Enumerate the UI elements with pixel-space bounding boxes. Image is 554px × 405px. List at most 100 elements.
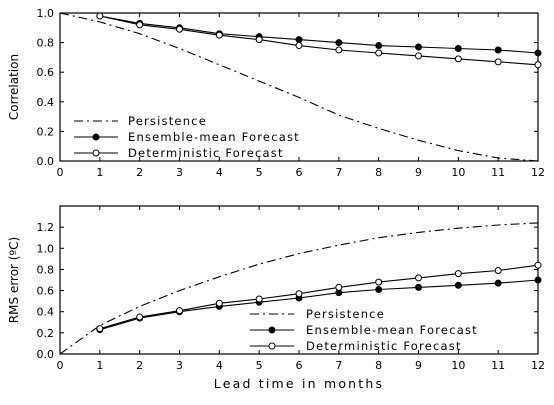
data-point bbox=[415, 283, 422, 291]
data-point bbox=[494, 46, 502, 54]
data-point bbox=[215, 299, 223, 307]
y-tick-label: 0.0 bbox=[37, 155, 55, 168]
x-tick-label: 1 bbox=[96, 166, 103, 179]
data-point bbox=[494, 279, 502, 287]
y-tick-label: 0.2 bbox=[37, 327, 55, 340]
series-line bbox=[99, 15, 539, 54]
data-point bbox=[454, 45, 462, 53]
series-persistence bbox=[59, 12, 539, 162]
data-point bbox=[295, 36, 303, 44]
data-point bbox=[136, 21, 144, 29]
x-tick-label: 11 bbox=[491, 359, 505, 372]
y-axis-title: Correlation bbox=[7, 54, 21, 120]
x-tick-label: 3 bbox=[176, 359, 183, 372]
x-tick-label: 0 bbox=[57, 359, 64, 372]
legend-marker bbox=[268, 326, 276, 334]
x-tick-label: 8 bbox=[375, 166, 382, 179]
data-point bbox=[335, 283, 343, 291]
series-line bbox=[99, 279, 539, 331]
data-point bbox=[415, 43, 422, 51]
data-point bbox=[415, 274, 422, 282]
data-point bbox=[534, 261, 542, 269]
data-point bbox=[136, 313, 144, 321]
data-point bbox=[415, 52, 422, 60]
data-point bbox=[176, 307, 183, 315]
correlation-panel: 0 1 2 3 4 5 6 7 8 9 10 11 120.00.20.40.60.81.0Correl… bbox=[7, 7, 545, 179]
data-point bbox=[335, 46, 343, 54]
legend-label: Ensemble-mean Forecast bbox=[128, 130, 300, 144]
series-line bbox=[59, 222, 539, 355]
legend-label: Deterministic Forecast bbox=[128, 146, 284, 160]
data-point bbox=[295, 290, 303, 298]
y-tick-label: 1.2 bbox=[37, 221, 55, 234]
x-tick-label: 1 bbox=[96, 359, 103, 372]
y-tick-label: 1.0 bbox=[37, 7, 55, 20]
x-tick-label: 6 bbox=[296, 166, 303, 179]
y-tick-label: 0.4 bbox=[37, 306, 55, 319]
x-tick-label: 7 bbox=[335, 359, 342, 372]
x-tick-label: 11 bbox=[491, 166, 505, 179]
series-line bbox=[99, 264, 539, 330]
series-persistence bbox=[59, 222, 539, 355]
data-point bbox=[295, 42, 303, 50]
legend-marker bbox=[92, 133, 100, 141]
series-line bbox=[99, 15, 539, 66]
data-point bbox=[255, 295, 263, 303]
x-tick-label: 5 bbox=[256, 359, 263, 372]
data-point bbox=[494, 266, 502, 274]
x-tick-label: 3 bbox=[176, 166, 183, 179]
rms-error-panel: 0 1 2 3 4 5 6 7 8 9 10 11 120.00.20.40.60.81.01.2RMS… bbox=[7, 205, 545, 391]
data-point bbox=[454, 281, 462, 289]
series-line bbox=[59, 12, 539, 162]
series-deterministic-forecast bbox=[96, 12, 542, 69]
series-deterministic-forecast bbox=[96, 261, 542, 333]
x-tick-label: 9 bbox=[415, 166, 422, 179]
x-tick-label: 12 bbox=[531, 359, 545, 372]
data-point bbox=[375, 286, 383, 294]
y-tick-label: 0.4 bbox=[37, 96, 55, 109]
series-ensemble-mean-forecast bbox=[96, 12, 542, 57]
x-tick-label: 4 bbox=[216, 166, 223, 179]
data-point bbox=[534, 49, 542, 57]
y-tick-label: 0.0 bbox=[37, 348, 55, 361]
y-tick-label: 0.6 bbox=[37, 285, 55, 298]
y-tick-label: 0.6 bbox=[37, 66, 55, 79]
legend-label: Persistence bbox=[128, 114, 207, 128]
data-point bbox=[215, 31, 223, 39]
legend: Persistence Ensemble-mean Forecast Determi… bbox=[250, 307, 478, 353]
legend-marker bbox=[92, 149, 100, 157]
data-point bbox=[454, 55, 462, 63]
data-point bbox=[96, 325, 104, 333]
data-point bbox=[255, 36, 263, 44]
legend-label: Ensemble-mean Forecast bbox=[306, 323, 478, 337]
legend-marker bbox=[268, 342, 276, 350]
data-point bbox=[534, 61, 542, 69]
x-tick-label: 5 bbox=[256, 166, 263, 179]
x-tick-label: 4 bbox=[216, 359, 223, 372]
x-axis-title: Lead time in months bbox=[214, 376, 384, 391]
x-tick-label: 2 bbox=[136, 166, 143, 179]
x-tick-label: 8 bbox=[375, 359, 382, 372]
x-tick-label: 9 bbox=[415, 359, 422, 372]
legend-label: Persistence bbox=[306, 307, 385, 321]
y-tick-label: 1.0 bbox=[37, 242, 55, 255]
data-point bbox=[176, 25, 183, 33]
y-tick-label: 0.2 bbox=[37, 125, 55, 138]
data-point bbox=[494, 58, 502, 66]
data-point bbox=[534, 276, 542, 284]
legend-label: Deterministic Forecast bbox=[306, 339, 462, 353]
legend: Persistence Ensemble-mean Forecast Determi… bbox=[74, 114, 300, 160]
data-point bbox=[375, 49, 383, 57]
data-point bbox=[335, 39, 343, 47]
x-tick-label: 10 bbox=[451, 359, 465, 372]
y-axis-title: RMS error (ºC) bbox=[7, 237, 21, 323]
x-tick-label: 12 bbox=[531, 166, 545, 179]
data-point bbox=[375, 42, 383, 50]
x-tick-label: 6 bbox=[296, 359, 303, 372]
y-tick-label: 0.8 bbox=[37, 263, 55, 276]
x-tick-label: 2 bbox=[136, 359, 143, 372]
data-point bbox=[454, 270, 462, 278]
x-tick-label: 10 bbox=[451, 166, 465, 179]
